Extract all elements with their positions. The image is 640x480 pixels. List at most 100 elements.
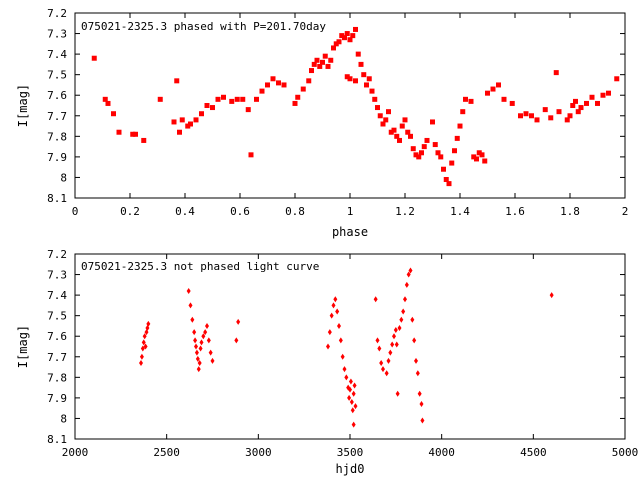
unphased-data-point xyxy=(349,399,354,405)
unphased-data-point xyxy=(186,288,191,294)
unphased-data-point xyxy=(348,386,352,393)
phased-data-point xyxy=(188,121,193,127)
unphased-y-tick-label: 8 xyxy=(60,412,67,425)
unphased-x-tick-label: 4500 xyxy=(520,446,547,459)
unphased-data-point xyxy=(208,349,213,356)
unphased-data-point xyxy=(393,327,398,334)
unphased-x-tick-label: 3000 xyxy=(245,446,272,459)
phased-data-point xyxy=(344,74,350,80)
phased-data-point xyxy=(157,96,163,102)
phased-data-point xyxy=(509,100,515,106)
phased-data-point xyxy=(369,88,375,94)
unphased-data-point xyxy=(394,341,399,348)
unphased-data-point xyxy=(419,401,424,408)
unphased-data-point xyxy=(395,390,400,397)
phased-data-point xyxy=(254,96,259,102)
phased-data-point xyxy=(391,127,397,133)
unphased-data-point xyxy=(417,390,422,397)
phased-data-point xyxy=(471,154,477,160)
unphased-data-point xyxy=(342,366,347,373)
unphased-data-point xyxy=(348,378,353,385)
unphased-y-tick-label: 7.9 xyxy=(47,392,67,405)
phased-y-tick-label: 7.3 xyxy=(47,28,67,41)
unphased-data-point xyxy=(210,357,215,364)
unphased-data-point xyxy=(403,296,407,303)
unphased-data-point xyxy=(350,407,355,414)
unphased-data-point xyxy=(375,337,380,344)
unphased-y-tick-label: 7.3 xyxy=(47,269,67,282)
unphased-y-tick-label: 7.6 xyxy=(47,330,67,343)
phased-data-point xyxy=(405,129,411,135)
unphased-x-tick-label: 4000 xyxy=(428,446,455,459)
phased-data-point xyxy=(394,133,400,139)
phased-data-point xyxy=(421,144,427,150)
unphased-data-point xyxy=(236,318,241,325)
phased-data-point xyxy=(366,76,372,82)
unphased-data-point xyxy=(199,339,204,346)
phased-data-point xyxy=(595,100,600,106)
phased-data-point xyxy=(386,109,391,115)
phased-data-point xyxy=(443,177,449,182)
phased-data-point xyxy=(413,152,419,158)
phased-data-point xyxy=(446,181,452,187)
phased-x-axis-label: phase xyxy=(332,225,368,239)
phased-x-tick-label: 0.8 xyxy=(285,205,305,218)
unphased-data-point xyxy=(412,337,417,344)
phased-data-point xyxy=(295,94,301,100)
phased-data-point xyxy=(606,90,611,96)
unphased-data-point xyxy=(352,382,357,389)
phased-data-point xyxy=(105,100,111,106)
phased-data-point xyxy=(314,57,320,63)
phased-data-point xyxy=(325,63,331,69)
phased-y-tick-label: 7.8 xyxy=(47,130,67,143)
unphased-data-point xyxy=(197,359,202,366)
phased-data-point xyxy=(430,119,435,125)
unphased-data-point xyxy=(340,353,345,360)
unphased-data-point xyxy=(192,329,197,336)
phased-data-point xyxy=(518,113,523,119)
phased-data-point xyxy=(344,31,350,37)
phased-data-point xyxy=(174,78,180,84)
phased-data-point xyxy=(419,150,424,156)
unphased-data-point xyxy=(194,349,199,356)
phased-data-point xyxy=(179,117,185,123)
phased-data-point xyxy=(388,129,394,135)
unphased-y-tick-label: 8.1 xyxy=(47,433,67,446)
unphased-data-point xyxy=(415,370,420,377)
phased-data-point xyxy=(600,92,606,98)
phased-data-point xyxy=(229,98,235,104)
phased-data-point xyxy=(270,76,276,82)
unphased-data-point xyxy=(335,308,340,315)
unphased-data-point xyxy=(327,329,332,336)
phased-data-point xyxy=(193,117,199,123)
unphased-data-point xyxy=(381,366,385,373)
phased-data-point xyxy=(353,26,358,32)
phased-data-point xyxy=(130,131,136,137)
phased-data-point xyxy=(328,57,334,63)
phased-data-point xyxy=(234,96,240,102)
phased-data-point xyxy=(300,86,306,92)
unphased-data-point xyxy=(420,417,425,424)
phased-data-point xyxy=(221,94,226,100)
phased-data-point xyxy=(372,96,378,102)
unphased-y-tick-label: 7.8 xyxy=(47,371,67,384)
unphased-data-point xyxy=(205,322,209,329)
phased-data-point xyxy=(380,121,386,127)
phased-data-point xyxy=(490,86,496,92)
phased-data-point xyxy=(347,37,353,43)
phased-data-point xyxy=(116,129,122,135)
phased-data-point xyxy=(240,96,246,102)
phased-x-tick-label: 0 xyxy=(72,205,79,218)
phased-data-point xyxy=(501,96,507,102)
unphased-data-point xyxy=(388,349,393,356)
unphased-data-point xyxy=(333,296,338,303)
unphased-data-point xyxy=(386,357,391,364)
phased-data-point xyxy=(438,154,444,160)
unphased-data-point xyxy=(397,325,402,331)
phased-data-point xyxy=(416,154,422,160)
phased-data-point xyxy=(204,103,210,108)
unphased-data-point xyxy=(201,333,206,340)
unphased-x-tick-label: 3500 xyxy=(337,446,364,459)
unphased-data-point xyxy=(414,357,418,364)
phased-x-tick-label: 1.2 xyxy=(395,205,415,218)
